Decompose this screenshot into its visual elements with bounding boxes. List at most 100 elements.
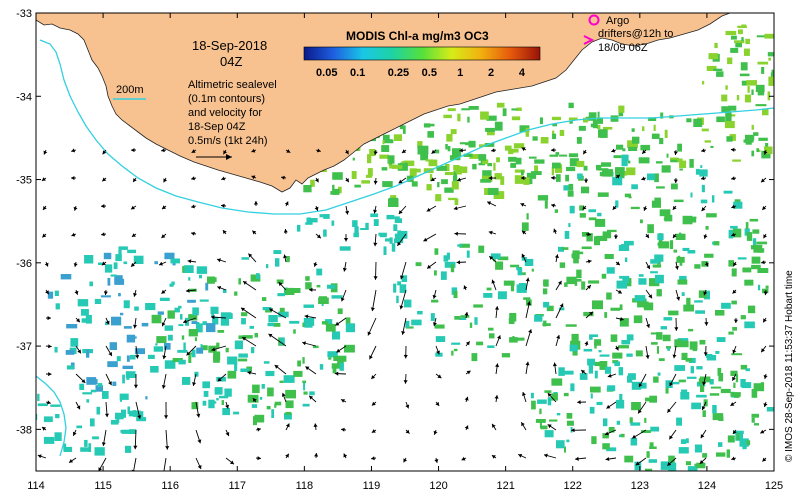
velocity-arrow <box>703 233 708 239</box>
velocity-arrow <box>732 373 737 381</box>
velocity-arrow <box>68 457 77 463</box>
chlorophyll-patch <box>751 388 758 398</box>
velocity-arrow <box>195 457 202 470</box>
velocity-arrow <box>454 231 467 236</box>
chlorophyll-patch <box>331 295 343 299</box>
chlorophyll-patch <box>446 134 453 142</box>
chlorophyll-patch <box>656 289 662 297</box>
chlorophyll-patch <box>690 366 694 374</box>
chlorophyll-patch <box>657 233 664 241</box>
velocity-arrow <box>131 233 137 238</box>
velocity-arrow <box>525 329 533 347</box>
chlorophyll-patch <box>721 94 728 102</box>
chlorophyll-patch <box>85 315 92 324</box>
x-tick-label: 115 <box>94 480 112 492</box>
chlorophyll-patch <box>768 77 774 86</box>
y-tick-label: -38 <box>16 424 32 436</box>
velocity-arrow <box>75 401 81 410</box>
chlorophyll-patch <box>741 37 744 42</box>
chlorophyll-patch <box>444 261 456 268</box>
chlorophyll-patch <box>656 346 659 354</box>
chlorophyll-patch <box>405 326 414 329</box>
chlorophyll-patch <box>206 323 216 333</box>
chlorophyll-patch <box>345 323 355 333</box>
chlorophyll-patch <box>624 257 628 262</box>
chlorophyll-patch <box>567 190 574 197</box>
chlorophyll-patch <box>745 38 750 45</box>
chlorophyll-patch <box>208 399 215 409</box>
chlorophyll-patch <box>256 273 260 280</box>
chlorophyll-patch <box>292 288 301 293</box>
velocity-arrow <box>403 373 408 384</box>
chlorophyll-patch <box>494 173 502 180</box>
chlorophyll-patch <box>222 408 230 416</box>
chlorophyll-patch <box>473 304 483 308</box>
velocity-arrow <box>44 261 49 267</box>
argo-marker-icon <box>588 14 600 26</box>
chlorophyll-patch <box>444 172 454 176</box>
velocity-arrow <box>345 149 349 155</box>
chlorophyll-patch <box>660 112 664 119</box>
chlorophyll-patch <box>365 222 369 230</box>
chlorophyll-patch <box>607 385 616 392</box>
chlorophyll-patch <box>339 362 344 371</box>
chlorophyll-patch <box>737 25 747 28</box>
velocity-arrow <box>614 345 619 351</box>
chlorophyll-patch <box>164 343 171 350</box>
y-tick-label: -37 <box>16 341 32 353</box>
chlorophyll-patch <box>276 279 284 284</box>
chlorophyll-patch <box>212 316 219 325</box>
velocity-arrow <box>315 177 319 183</box>
chlorophyll-patch <box>696 394 707 398</box>
chlorophyll-patch <box>558 246 564 252</box>
chlorophyll-patch <box>136 417 147 422</box>
chlorophyll-patch <box>447 108 456 112</box>
chlorophyll-patch <box>66 365 75 370</box>
x-tick-label: 116 <box>161 480 179 492</box>
velocity-arrow <box>702 373 707 386</box>
chlorophyll-patch <box>443 114 452 119</box>
velocity-arrow <box>225 401 229 409</box>
chlorophyll-patch <box>482 170 492 178</box>
chlorophyll-patch <box>676 256 685 263</box>
velocity-arrow <box>585 311 594 319</box>
chlorophyll-patch <box>120 312 124 316</box>
altimetry-legend: Altimetric sealevel (0.1m contours) and … <box>188 79 277 160</box>
chlorophyll-patch <box>599 354 610 357</box>
chlorophyll-patch <box>556 440 565 449</box>
chlorophyll-patch <box>696 366 703 370</box>
chlorophyll-patch <box>686 297 691 306</box>
chlorophyll-patch <box>664 129 668 138</box>
chlorophyll-patch <box>521 222 529 231</box>
chlorophyll-patch <box>701 128 709 132</box>
chlorophyll-patch <box>241 318 246 325</box>
chlorophyll-patch <box>172 262 176 266</box>
chlorophyll-patch <box>279 380 284 383</box>
chlorophyll-patch <box>147 354 155 359</box>
velocity-arrow <box>45 289 50 295</box>
chlorophyll-patch <box>411 181 418 187</box>
velocity-arrow <box>41 177 47 182</box>
chlorophyll-patch <box>554 209 558 213</box>
chlorophyll-patch <box>283 375 295 383</box>
velocity-arrow <box>703 289 708 296</box>
chlorophyll-patch <box>539 421 542 429</box>
chlorophyll-patch <box>638 274 644 277</box>
chlorophyll-patch <box>664 214 673 222</box>
chlorophyll-patch <box>656 332 663 340</box>
chlorophyll-patch <box>94 298 102 304</box>
velocity-arrow <box>268 333 287 347</box>
velocity-arrow <box>522 391 527 403</box>
velocity-arrow <box>674 261 679 270</box>
velocity-arrow <box>700 148 707 153</box>
velocity-arrow <box>304 314 317 319</box>
chlorophyll-patch <box>392 216 400 219</box>
chlorophyll-patch <box>196 323 203 333</box>
chlorophyll-patch <box>741 80 749 86</box>
chlorophyll-patch <box>406 175 414 182</box>
chlorophyll-patch <box>724 121 735 129</box>
velocity-arrow <box>210 315 227 320</box>
velocity-arrow <box>491 279 497 291</box>
chlorophyll-patch <box>725 30 737 36</box>
chlorophyll-patch <box>84 255 94 264</box>
